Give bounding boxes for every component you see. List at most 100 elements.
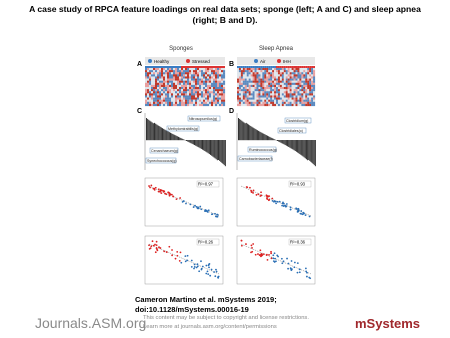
heat-cell (189, 68, 192, 71)
heat-cell (157, 95, 160, 98)
heat-cell (291, 72, 294, 75)
point (209, 274, 212, 277)
heat-cell (223, 99, 226, 102)
heat-cell (272, 101, 275, 104)
point (273, 200, 276, 203)
heat-cell (175, 101, 178, 104)
heat-cell (187, 78, 190, 81)
heat-cell (291, 101, 294, 104)
heat-cell (171, 91, 174, 94)
heat-cell (299, 89, 302, 92)
heat-cell (299, 93, 302, 96)
heat-cell (195, 95, 198, 98)
heat-header (209, 66, 211, 68)
heat-cell (209, 89, 212, 92)
heat-cell (295, 95, 298, 98)
heat-cell (219, 74, 222, 77)
heat-cell (147, 72, 150, 75)
heat-cell (157, 68, 160, 71)
heat-cell (213, 89, 216, 92)
heat-header (260, 66, 263, 68)
heat-cell (173, 80, 176, 83)
loading-bar (191, 140, 193, 144)
heat-cell (195, 101, 198, 104)
heat-cell (303, 103, 306, 107)
heat-cell (279, 70, 282, 73)
heat-cell (240, 74, 243, 77)
point (272, 254, 275, 257)
point (165, 193, 168, 196)
heat-cell (256, 91, 259, 94)
heat-cell (311, 99, 314, 102)
heat-cell (199, 68, 202, 71)
heat-cell (173, 68, 176, 71)
point (293, 266, 296, 269)
heat-cell (163, 70, 166, 73)
heat-cell (295, 87, 298, 90)
heat-cell (262, 74, 265, 77)
heat-cell (161, 72, 164, 75)
heat-cell (189, 87, 192, 90)
point (163, 250, 166, 253)
heat-cell (145, 101, 148, 104)
r2-label: R²=0.26 (198, 240, 214, 245)
heat-cell (279, 68, 282, 71)
heat-header (246, 66, 249, 68)
heat-header (155, 66, 157, 68)
heat-cell (313, 76, 316, 79)
heat-cell (157, 103, 160, 107)
heat-header (279, 66, 282, 68)
r2-label: R²=0.36 (290, 240, 306, 245)
heat-cell (149, 89, 152, 92)
heat-cell (268, 76, 271, 79)
heat-cell (211, 82, 214, 85)
heat-cell (155, 101, 158, 104)
heat-cell (175, 68, 178, 71)
heat-cell (270, 103, 273, 107)
heat-cell (283, 87, 286, 90)
heat-cell (153, 103, 156, 107)
loading-bar (252, 127, 254, 141)
heat-cell (157, 89, 160, 92)
legend-bar (145, 57, 225, 65)
heat-cell (285, 78, 288, 81)
heat-cell (199, 99, 202, 102)
heat-cell (187, 101, 190, 104)
heat-cell (217, 87, 220, 90)
heat-cell (283, 91, 286, 94)
legend-label: Healthy (154, 59, 170, 64)
loading-bar (279, 140, 281, 143)
heat-header (221, 66, 223, 68)
heat-header (248, 66, 251, 68)
heat-header (268, 66, 271, 68)
heat-cell (163, 97, 166, 100)
heat-cell (177, 91, 180, 94)
heat-cell (195, 78, 198, 81)
heat-cell (272, 80, 275, 83)
heat-cell (167, 87, 170, 90)
loading-bar (157, 125, 159, 141)
heat-cell (153, 101, 156, 104)
heat-cell (195, 103, 198, 107)
point (252, 192, 254, 194)
heat-cell (151, 101, 154, 104)
heat-cell (291, 99, 294, 102)
heat-cell (169, 84, 172, 88)
heat-cell (307, 93, 310, 96)
loading-bar (174, 135, 176, 141)
heat-cell (191, 99, 194, 102)
heat-cell (187, 95, 190, 98)
annotation: Clostridiales(o) (279, 129, 303, 133)
loading-bar (287, 140, 289, 147)
heat-cell (307, 95, 310, 98)
heat-cell (289, 82, 292, 85)
point (196, 265, 199, 268)
heat-cell (309, 82, 312, 85)
heat-cell (258, 89, 261, 92)
loading-bar (206, 140, 208, 153)
legend-label: Stressed (192, 59, 210, 64)
heat-cell (305, 72, 308, 75)
heat-cell (299, 78, 302, 81)
loading-bar (158, 126, 160, 141)
heat-cell (219, 93, 222, 96)
